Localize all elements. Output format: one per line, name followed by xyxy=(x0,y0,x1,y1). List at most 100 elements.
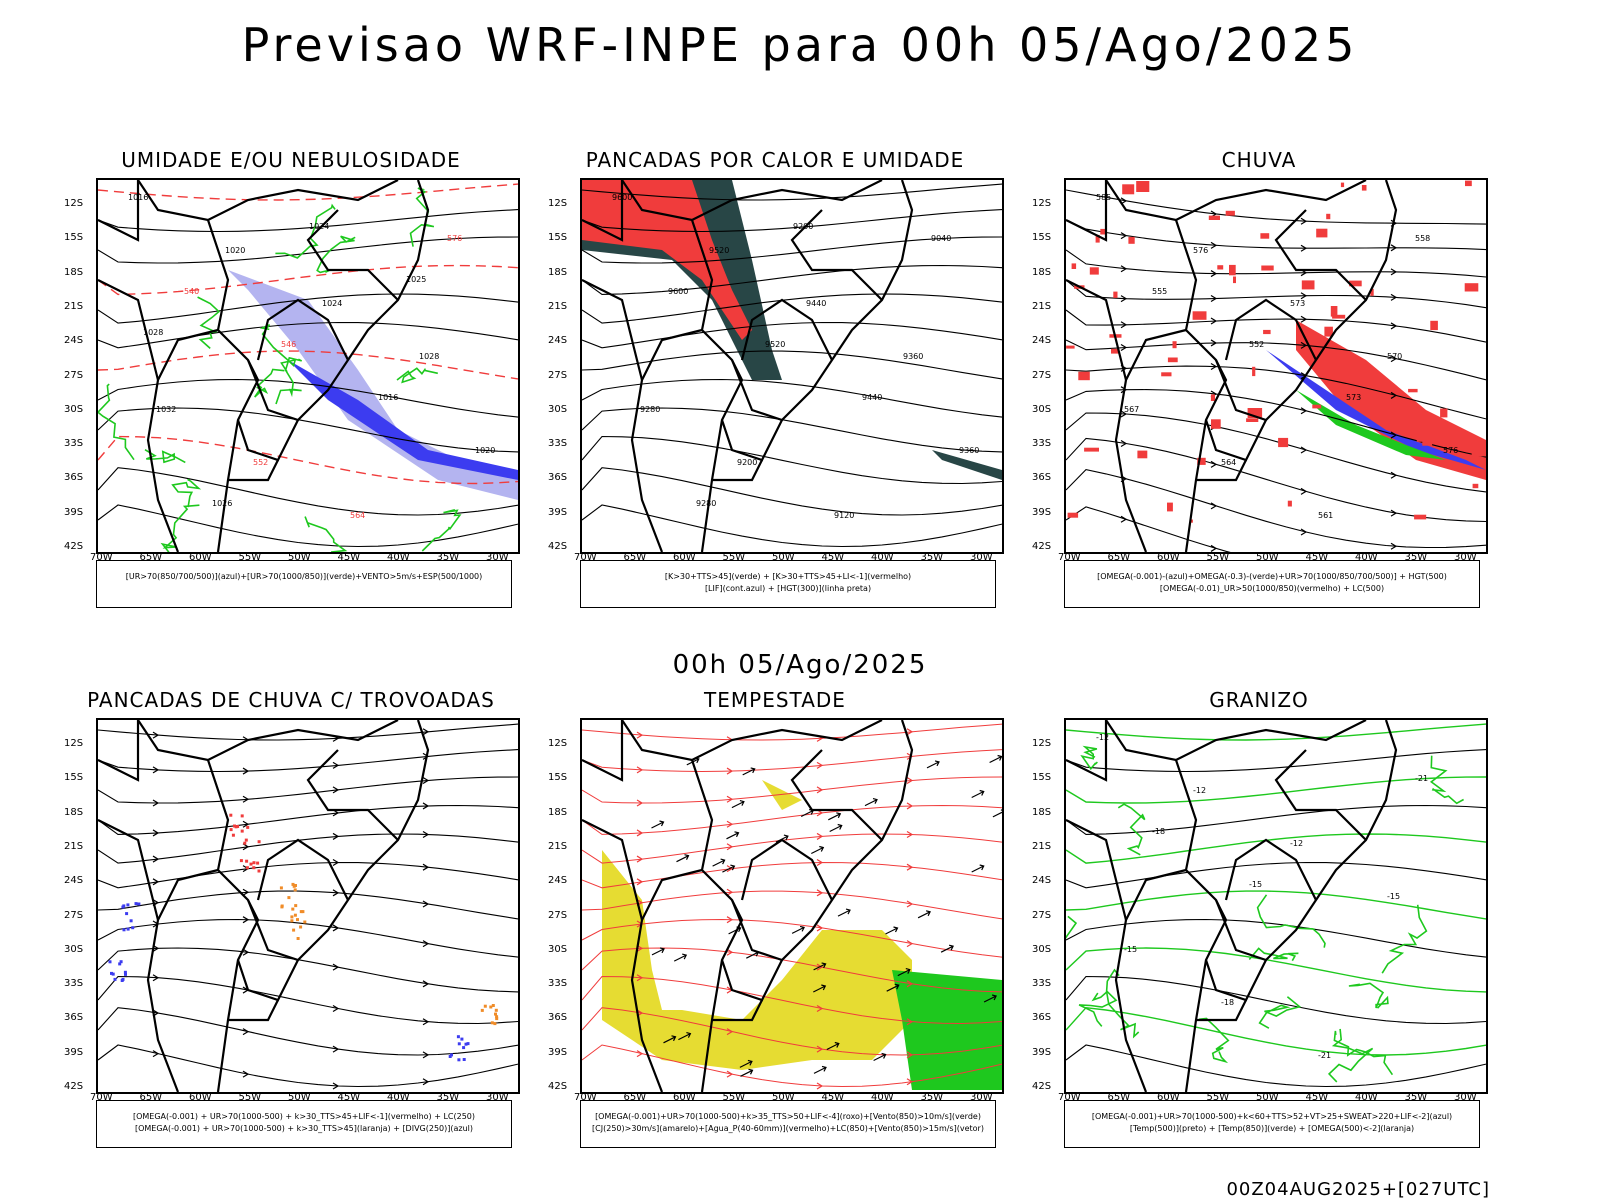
contour-label: 585 xyxy=(1096,193,1111,202)
map-chuva: 585 576 573 570 567 564 561 558 555 552 573 576 xyxy=(1064,178,1488,554)
contour-label: -21 xyxy=(1318,1051,1331,1060)
lat-tick-label: 33S xyxy=(548,978,568,990)
lat-tick-label: 36S xyxy=(1032,472,1052,484)
country-borders xyxy=(1066,720,1398,1092)
lat-tick-label: 15S xyxy=(1032,772,1052,784)
lon-tick-label: 45W xyxy=(337,552,361,563)
lat-tick-label: 12S xyxy=(548,198,568,209)
contour-label: 1028 xyxy=(419,352,439,361)
lat-tick-label: 33S xyxy=(548,438,568,450)
lon-tick-label: 30W xyxy=(486,1092,509,1103)
contour-labels: -12 -12 -12 -15 -15 -18 -21 -21 -18 -15 xyxy=(1096,733,1428,1060)
lat-tick-label: 27S xyxy=(1032,909,1052,921)
legend: [UR>70(850/700/500)](azul)+[UR>70(1000/8… xyxy=(96,560,512,608)
lon-tick-label: 50W xyxy=(772,1092,795,1103)
lon-tick-label: 30W xyxy=(970,1092,993,1103)
lat-tick-label: 12S xyxy=(1032,198,1052,209)
lon-tick-label: 45W xyxy=(821,552,845,563)
contour-label: 558 xyxy=(1415,234,1430,243)
lon-tick-label: 65W xyxy=(139,1092,163,1103)
contour-label: 9280 xyxy=(696,499,716,508)
contour-label: -12 xyxy=(1193,786,1206,795)
lat-tick-label: 39S xyxy=(548,506,568,518)
panel-umidade: UMIDADE E/OU NEBULOSIDADE 1016 1020 1024 10… xyxy=(56,148,526,618)
contour-label: 1016 xyxy=(128,193,148,202)
contour-label: -15 xyxy=(1249,880,1262,889)
lon-tick-label: 50W xyxy=(1256,1092,1279,1103)
panel-title: GRANIZO xyxy=(1209,688,1309,712)
lon-tick-label: 65W xyxy=(1107,552,1131,563)
lon-tick-label: 60W xyxy=(1157,552,1180,563)
contour-label: 570 xyxy=(1387,352,1402,361)
lon-tick-label: 40W xyxy=(1355,1092,1378,1103)
lat-tick-label: 15S xyxy=(548,232,568,244)
contour-label: 573 xyxy=(1290,299,1305,308)
lat-tick-label: 12S xyxy=(64,198,84,209)
contour-label: 1032 xyxy=(156,405,176,414)
lon-tick-label: 40W xyxy=(871,552,894,563)
lat-tick-label: 30S xyxy=(64,943,84,955)
map-pancadas-calor-svg: 9600 9520 9440 9360 9280 9200 9120 9040 9600 9520… xyxy=(582,180,1002,552)
lon-tick-label: 45W xyxy=(821,1092,845,1103)
map-granizo: -12 -12 -12 -15 -15 -18 -21 -21 -18 -15 xyxy=(1064,718,1488,1094)
lat-tick-label: 18S xyxy=(64,806,84,818)
lat-tick-label: 27S xyxy=(548,909,568,921)
map-pancadas-calor: 9600 9520 9440 9360 9280 9200 9120 9040 9600 9520… xyxy=(580,178,1004,554)
lon-tick-label: 50W xyxy=(288,1092,311,1103)
contour-label: 9360 xyxy=(903,352,923,361)
legend-line: [OMEGA(-0.001) + UR>70(1000-500) + k>30_… xyxy=(132,1112,476,1121)
contour-label: 564 xyxy=(1221,458,1236,467)
lon-tick-label: 40W xyxy=(1355,552,1378,563)
panel-chuva: CHUVA 585 576 573 570 567 564 561 558 555 552 573 5… xyxy=(1024,148,1494,618)
contour-label: -15 xyxy=(1387,892,1400,901)
country-borders xyxy=(98,180,430,552)
lat-tick-label: 21S xyxy=(64,840,84,852)
lon-tick-label: 30W xyxy=(970,552,993,563)
lon-tick-label: 40W xyxy=(387,1092,410,1103)
lat-tick-label: 24S xyxy=(64,875,84,887)
contour-label: 1025 xyxy=(406,275,426,284)
lat-tick-label: 36S xyxy=(1032,1012,1052,1024)
legend-line: [UR>70(850/700/500)](azul)+[UR>70(1000/8… xyxy=(125,572,483,581)
contour-label: 1024 xyxy=(309,222,329,231)
contour-label: -18 xyxy=(1221,998,1234,1007)
contour-label: 1026 xyxy=(212,499,232,508)
lat-tick-label: 18S xyxy=(1032,806,1052,818)
lon-tick-label: 65W xyxy=(623,552,647,563)
lon-tick-label: 30W xyxy=(486,552,509,563)
contour-label: 576 xyxy=(1193,246,1208,255)
lat-tick-label: 36S xyxy=(548,1012,568,1024)
contour-label: 9280 xyxy=(640,405,660,414)
lat-tick-label: 30S xyxy=(1032,403,1052,415)
contour-label: 9040 xyxy=(931,234,951,243)
shapes xyxy=(98,723,518,1090)
lon-tick-label: 55W xyxy=(1206,1092,1230,1103)
contour-label: 555 xyxy=(1152,287,1167,296)
legend-line: [LIF](cont.azul) + [HGT(300)](linha pret… xyxy=(704,584,872,593)
lat-tick-label: 24S xyxy=(1032,335,1052,347)
country-borders xyxy=(582,720,914,1092)
lon-tick-label: 30W xyxy=(1454,1092,1477,1103)
lon-tick-label: 55W xyxy=(1206,552,1230,563)
lon-tick-label: 60W xyxy=(189,552,212,563)
lat-tick-label: 15S xyxy=(1032,232,1052,244)
panel-title: TEMPESTADE xyxy=(704,688,846,712)
contour-label: 1020 xyxy=(475,446,495,455)
legend-line: [K>30+TTS>45](verde) + [K>30+TTS>45+LI<-… xyxy=(664,572,912,581)
lon-tick-label: 55W xyxy=(238,552,262,563)
contour-labels: 1016 1020 1024 1028 1032 552 564 576 540 546 1016 1… xyxy=(128,193,495,520)
legend: [OMEGA(-0.001)-(azul)+OMEGA(-0.3)-(verde… xyxy=(1064,560,1480,608)
contour-label: -15 xyxy=(1124,945,1137,954)
legend-line: [OMEGA(-0.001)+UR>70(1000-500)+k>35_TTS>… xyxy=(595,1112,981,1121)
lon-tick-label: 50W xyxy=(288,552,311,563)
panel-title: PANCADAS POR CALOR E UMIDADE xyxy=(585,148,965,172)
page-title: Previsao WRF-INPE para 00h 05/Ago/2025 xyxy=(241,18,1359,72)
lat-tick-label: 33S xyxy=(64,438,84,450)
lon-tick-label: 45W xyxy=(1305,552,1329,563)
lat-tick-label: 12S xyxy=(1032,738,1052,749)
contour-label: 1020 xyxy=(225,246,245,255)
lon-tick-label: 35W xyxy=(436,552,460,563)
panel-trovoadas: PANCADAS DE CHUVA C/ TROVOADAS 12S 15S 18S… xyxy=(56,688,526,1158)
contour-label: 1024 xyxy=(322,299,342,308)
lon-tick-label: 35W xyxy=(1404,1092,1428,1103)
